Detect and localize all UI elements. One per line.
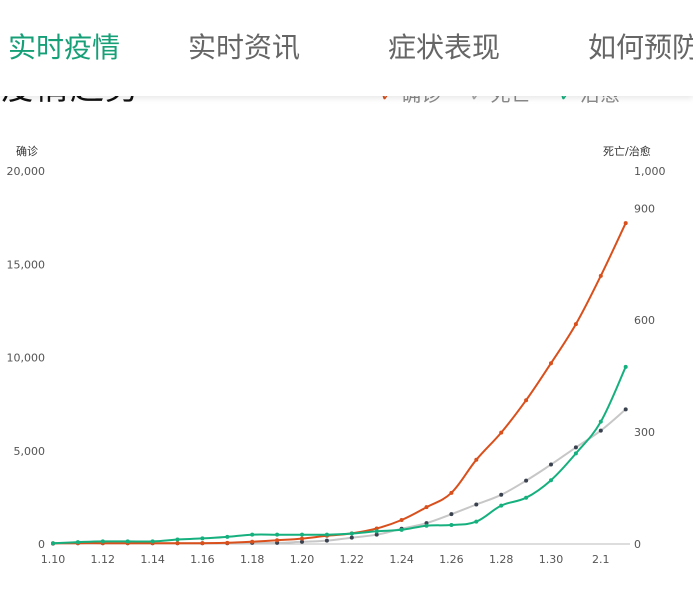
data-point-confirmed bbox=[275, 538, 280, 543]
series-line-recovered bbox=[52, 366, 627, 545]
left-axis-tick-label: 15,000 bbox=[7, 258, 46, 271]
data-point-recovered bbox=[424, 523, 429, 528]
right-axis-title: 死亡/治愈 bbox=[603, 145, 651, 158]
data-point-recovered bbox=[474, 519, 479, 524]
data-point-deaths bbox=[374, 532, 379, 537]
x-axis-tick-label: 1.28 bbox=[489, 553, 514, 566]
data-point-deaths bbox=[449, 512, 454, 517]
data-point-deaths bbox=[524, 478, 529, 483]
data-point-deaths bbox=[300, 539, 304, 544]
data-point-confirmed bbox=[300, 536, 304, 541]
data-point-confirmed bbox=[449, 490, 454, 495]
data-point-recovered bbox=[598, 419, 603, 424]
data-point-recovered bbox=[573, 451, 578, 456]
series-line-confirmed bbox=[53, 222, 627, 545]
x-axis-tick-label: 1.18 bbox=[240, 553, 265, 566]
tab-symptoms[interactable]: 症状表现 bbox=[388, 31, 501, 64]
data-point-confirmed bbox=[200, 541, 205, 546]
data-point-confirmed bbox=[250, 539, 255, 544]
right-axis-tick-label: 300 bbox=[634, 426, 655, 439]
left-axis-tick-label: 0 bbox=[38, 538, 45, 551]
x-axis-tick-label: 2.1 bbox=[592, 553, 610, 566]
data-point-deaths bbox=[474, 502, 479, 507]
series-line-deaths bbox=[52, 408, 627, 545]
data-point-confirmed bbox=[549, 361, 553, 366]
tab-realtime-epidemic[interactable]: 实时疫情 bbox=[8, 31, 121, 64]
data-point-recovered bbox=[623, 364, 628, 369]
data-point-recovered bbox=[524, 495, 529, 500]
x-axis-tick-label: 1.14 bbox=[140, 553, 165, 566]
data-point-recovered bbox=[324, 532, 329, 537]
data-point-recovered bbox=[349, 531, 354, 536]
data-point-recovered bbox=[175, 537, 180, 542]
data-point-recovered bbox=[225, 534, 230, 539]
data-point-recovered bbox=[499, 503, 504, 508]
data-point-deaths bbox=[499, 492, 504, 497]
data-point-deaths bbox=[573, 445, 578, 450]
x-axis-tick-label: 1.20 bbox=[290, 553, 315, 566]
data-point-confirmed bbox=[499, 430, 504, 435]
right-axis-tick-label: 900 bbox=[634, 202, 655, 215]
data-point-deaths bbox=[324, 538, 329, 543]
x-axis-tick-label: 1.30 bbox=[539, 553, 564, 566]
right-axis-tick-label: 0 bbox=[634, 538, 641, 551]
data-point-recovered bbox=[374, 529, 379, 534]
x-axis-tick-label: 1.24 bbox=[389, 553, 414, 566]
data-point-recovered bbox=[51, 541, 55, 546]
data-point-deaths bbox=[623, 407, 628, 412]
x-axis-tick-label: 1.26 bbox=[439, 553, 464, 566]
data-point-confirmed bbox=[175, 541, 180, 546]
tab-prevention[interactable]: 如何预防 bbox=[588, 31, 693, 64]
right-axis-tick-label: 1,000 bbox=[634, 165, 666, 178]
data-point-recovered bbox=[300, 532, 304, 537]
data-point-confirmed bbox=[399, 517, 404, 522]
data-point-recovered bbox=[449, 522, 454, 527]
data-point-confirmed bbox=[623, 221, 628, 226]
data-point-recovered bbox=[549, 478, 553, 483]
data-point-recovered bbox=[150, 539, 155, 544]
data-point-confirmed bbox=[573, 322, 578, 327]
x-axis-tick-label: 1.22 bbox=[340, 553, 365, 566]
data-point-recovered bbox=[100, 539, 105, 544]
data-point-deaths bbox=[349, 535, 354, 540]
data-point-recovered bbox=[399, 527, 404, 532]
data-point-confirmed bbox=[474, 457, 479, 462]
data-point-recovered bbox=[125, 539, 130, 544]
data-point-deaths bbox=[598, 428, 603, 433]
left-axis-tick-label: 5,000 bbox=[14, 445, 46, 458]
top-nav: 实时疫情 实时资讯 症状表现 如何预防 bbox=[0, 0, 693, 96]
tab-realtime-news[interactable]: 实时资讯 bbox=[188, 31, 301, 64]
data-point-recovered bbox=[75, 540, 80, 545]
data-point-confirmed bbox=[424, 505, 429, 510]
right-axis-tick-label: 600 bbox=[634, 314, 655, 327]
data-point-deaths bbox=[549, 462, 553, 467]
x-axis-tick-label: 1.12 bbox=[91, 553, 116, 566]
left-axis-tick-label: 10,000 bbox=[7, 352, 46, 365]
x-axis-tick-label: 1.10 bbox=[41, 553, 66, 566]
data-point-confirmed bbox=[524, 398, 529, 403]
left-axis-title: 确诊 bbox=[16, 145, 38, 158]
x-axis-tick-label: 1.16 bbox=[190, 553, 215, 566]
left-axis-tick-label: 20,000 bbox=[7, 165, 46, 178]
data-point-confirmed bbox=[598, 273, 603, 278]
data-point-recovered bbox=[275, 532, 280, 537]
data-point-confirmed bbox=[225, 540, 230, 545]
data-point-recovered bbox=[250, 532, 255, 537]
data-point-recovered bbox=[200, 536, 205, 541]
data-point-confirmed bbox=[374, 526, 379, 531]
